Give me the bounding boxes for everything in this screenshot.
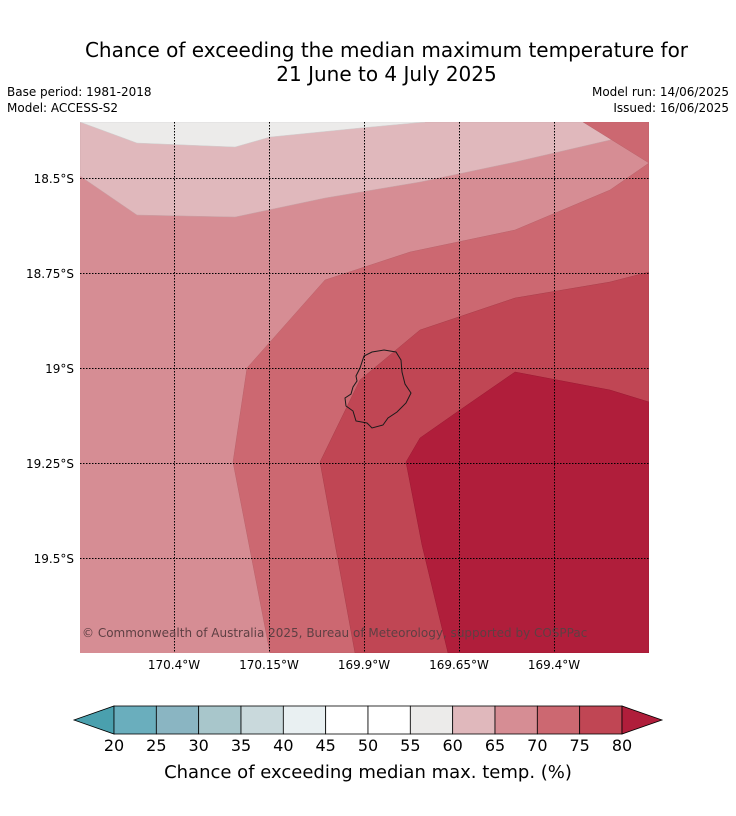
issued-date: Issued: 16/06/2025 xyxy=(613,101,729,115)
colorbar-segment xyxy=(325,705,369,735)
colorbar-tick-label: 50 xyxy=(357,736,379,755)
colorbar-segment xyxy=(282,705,327,735)
lat-label: 19°S xyxy=(45,362,74,376)
colorbar-tick-label: 20 xyxy=(103,736,125,755)
title-line-2: 21 June to 4 July 2025 xyxy=(276,62,497,86)
model-run: Model run: 14/06/2025 xyxy=(591,85,729,99)
colorbar-segment xyxy=(536,705,581,735)
colorbar-segment xyxy=(240,705,284,735)
colorbar-tick-labels: 20 25 30 35 40 45 50 55 60 65 70 75 80 xyxy=(0,736,736,758)
colorbar-tick-label: 80 xyxy=(611,736,633,755)
meta-left: Base period: 1981-2018 Model: ACCESS-S2 xyxy=(7,84,152,116)
lat-label: 18.5°S xyxy=(34,172,74,186)
lon-label: 169.65°W xyxy=(429,658,489,672)
colorbar-tick-label: 45 xyxy=(315,736,336,755)
meta-right: Model run: 14/06/2025 Issued: 16/06/2025 xyxy=(592,84,729,116)
title-line-1: Chance of exceeding the median maximum t… xyxy=(84,38,689,62)
colorbar-segment xyxy=(367,705,411,735)
lon-label: 169.9°W xyxy=(338,658,390,672)
copyright-notice: © Commonwealth of Australia 2025, Bureau… xyxy=(82,626,587,640)
lon-gridlines xyxy=(174,122,555,653)
colorbar-tick-label: 25 xyxy=(146,736,167,755)
colorbar-tick-label: 30 xyxy=(188,736,209,755)
colorbar-segment xyxy=(452,705,496,735)
colorbar-segment xyxy=(155,705,200,735)
colorbar-segment xyxy=(198,705,242,735)
base-period: Base period: 1981-2018 xyxy=(7,85,152,99)
lat-label: 19.25°S xyxy=(26,457,74,471)
colorbar-tick-label: 75 xyxy=(569,736,590,755)
lat-label: 18.75°S xyxy=(26,267,74,281)
probability-field xyxy=(80,122,649,653)
colorbar-segment xyxy=(113,705,157,735)
colorbar-segment xyxy=(579,705,623,735)
colorbar-extension-low xyxy=(72,705,115,735)
map-title: Chance of exceeding the median maximum t… xyxy=(0,38,736,86)
colorbar-tick-label: 35 xyxy=(230,736,252,755)
colorbar-tick-label: 55 xyxy=(400,736,421,755)
colorbar-segment xyxy=(494,705,538,735)
lat-labels: 18.5°S 18.75°S 19°S 19.25°S 19.5°S xyxy=(26,172,74,566)
lon-label: 170.4°W xyxy=(148,658,200,672)
colorbar-tick-label: 65 xyxy=(484,736,506,755)
lon-label: 169.4°W xyxy=(528,658,580,672)
lon-labels: 170.4°W 170.15°W 169.9°W 169.65°W 169.4°… xyxy=(148,658,580,672)
colorbar-extension-high xyxy=(621,705,664,735)
model-name: Model: ACCESS-S2 xyxy=(7,101,119,115)
colorbar-tick-label: 70 xyxy=(527,736,548,755)
lat-label: 19.5°S xyxy=(34,552,74,566)
lat-gridlines xyxy=(80,178,649,559)
island-outline xyxy=(344,349,412,429)
colorbar-tick-label: 40 xyxy=(273,736,294,755)
band-80-plus xyxy=(405,371,649,653)
colorbar-tick-label: 60 xyxy=(442,736,463,755)
colorbar xyxy=(72,705,664,735)
colorbar-segment xyxy=(409,705,454,735)
lon-label: 170.15°W xyxy=(239,658,299,672)
colorbar-title: Chance of exceeding median max. temp. (%… xyxy=(164,762,572,783)
